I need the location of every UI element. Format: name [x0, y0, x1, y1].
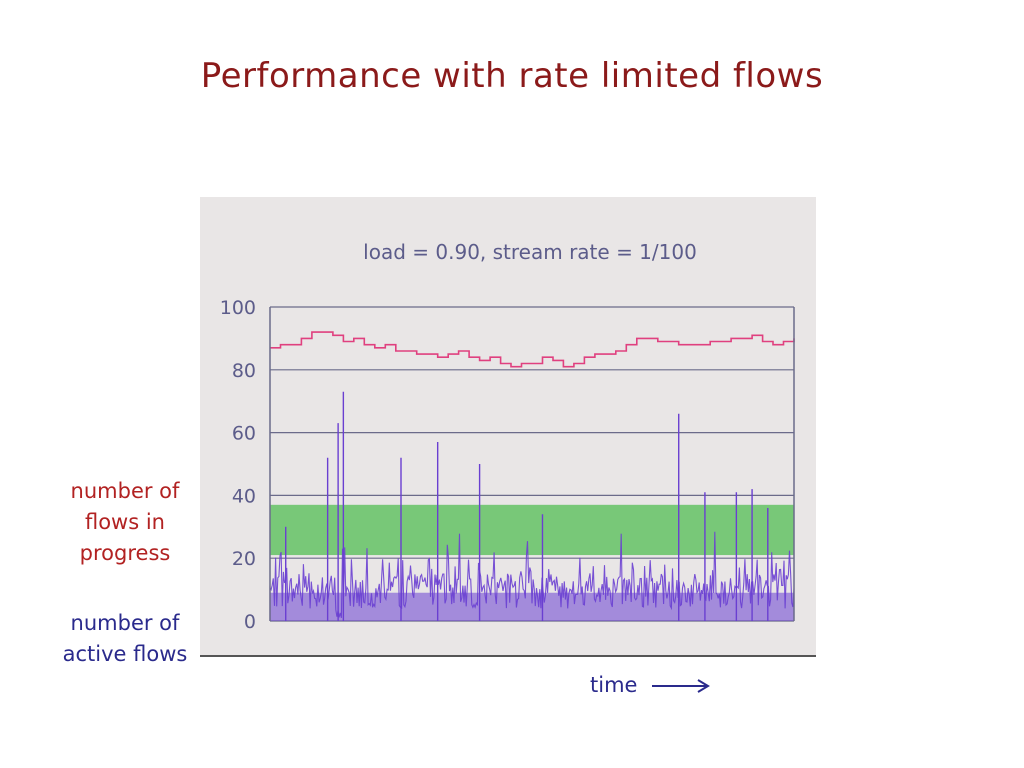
arrow-right-icon [652, 679, 711, 693]
label-active-flows: number of active flows [62, 611, 188, 666]
chart: load = 0.90, stream rate = 1/100 0 20 40 60… [200, 197, 816, 655]
band-layer [270, 504, 794, 556]
slide-title: Performance with rate limited flows [200, 56, 824, 96]
baseline [200, 655, 816, 657]
chart-title: load = 0.90, stream rate = 1/100 [363, 240, 697, 264]
y-tick-label: 0 [244, 611, 256, 633]
flows-in-progress-layer [270, 331, 795, 368]
flows-in-progress-line [270, 331, 795, 368]
y-axis: 0 20 40 60 80 100 [220, 297, 795, 633]
time-text: time [590, 673, 638, 697]
y-tick-label: 100 [220, 297, 256, 319]
y-tick-label: 80 [232, 360, 256, 382]
active-flows-trace [269, 531, 795, 621]
active-flows-fill [270, 592, 794, 621]
y-tick-label: 20 [232, 548, 256, 570]
time-label: time [590, 673, 712, 697]
band-region [270, 504, 794, 556]
active-flows-layer [269, 391, 795, 621]
label-flows-in-progress: number of flows in progress [70, 479, 180, 565]
y-tick-label: 40 [232, 485, 256, 507]
chart-panel [200, 197, 816, 655]
y-tick-label: 60 [232, 423, 256, 445]
